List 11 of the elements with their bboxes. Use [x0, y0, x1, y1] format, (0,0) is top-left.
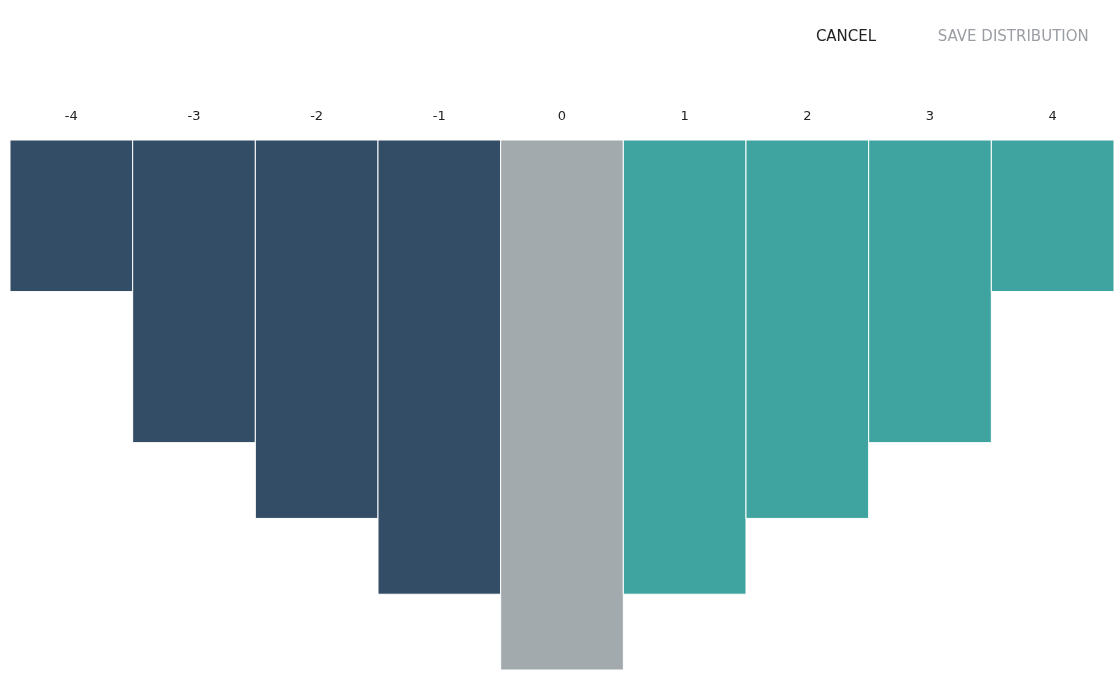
x-tick-label: 0 — [557, 107, 567, 123]
x-tick-label: -3 — [187, 107, 201, 123]
x-tick-label: 1 — [680, 107, 689, 123]
x-tick-label: 3 — [925, 107, 935, 123]
text: SAVE DISTRIBUTION — [937, 27, 1089, 45]
text: CANCEL — [815, 27, 877, 45]
x-tick-label: -4 — [64, 107, 78, 123]
x-tick-label: -1 — [432, 107, 446, 123]
x-tick-label: -2 — [310, 107, 324, 123]
x-tick-label: 2 — [803, 107, 812, 123]
x-tick-label: 4 — [1048, 107, 1057, 123]
